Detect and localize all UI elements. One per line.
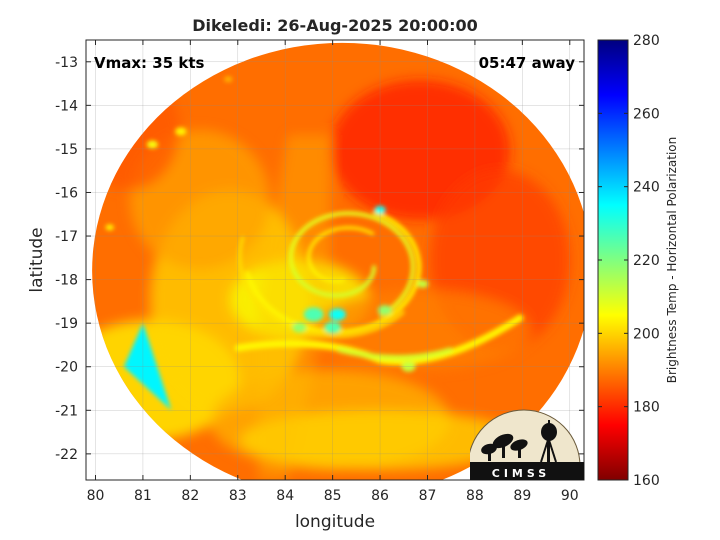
x-tick-label: 90 [561,488,579,504]
cimss-logo-text: CIMSS [492,467,550,480]
colorbar-tick-label: 280 [633,33,660,49]
convective-cell [303,307,324,322]
spiral-rain-band [307,226,375,283]
chart-title: Dikeledi: 26-Aug-2025 20:00:00 [192,16,478,35]
convective-cell [417,279,429,288]
spiral-rain-band [288,211,415,318]
warm-surface-patch [123,323,172,411]
colorbar-tick-label: 240 [633,180,660,196]
y-axis-ticks: -13 -14 -15 -16 -17 -18 -19 -20 -21 -22 [55,55,584,463]
y-tick-label: -21 [55,403,78,419]
swath-patch [310,290,530,370]
x-tick-label: 84 [276,488,294,504]
convective-cell [292,322,307,333]
convective-cell [328,308,346,321]
cimss-logo: CIMSS [470,409,584,480]
x-tick-label: 85 [324,488,342,504]
colorbar-tick-label: 220 [633,253,660,269]
x-tick-label: 89 [513,488,531,504]
x-tick-label: 80 [87,488,105,504]
x-tick-label: 83 [229,488,247,504]
x-tick-label: 88 [466,488,484,504]
grid-lines [86,40,584,480]
x-axis-ticks: 80 81 82 83 84 85 86 87 88 89 90 [87,40,579,504]
time-away-label: 05:47 away [479,54,576,72]
y-tick-label: -16 [55,185,78,201]
convective-cell [105,224,114,231]
convective-cell [175,127,187,136]
southern-rain-band [337,347,453,360]
x-tick-label: 81 [134,488,152,504]
x-axis-label: longitude [295,512,375,532]
colorbar-tick-label: 160 [633,473,660,489]
colorbar-tick-label: 180 [633,400,660,416]
colorbar: 160 180 200 220 240 260 280 Brightness Temp - … [597,33,679,489]
convective-cell [377,305,392,316]
y-tick-label: -15 [55,142,78,158]
colorbar-gradient [597,39,629,481]
convective-cell [374,205,386,214]
convective-cell [224,76,233,83]
y-tick-label: -20 [55,360,78,376]
y-tick-label: -19 [55,316,78,332]
colorbar-tick-label: 260 [633,106,660,122]
x-tick-label: 87 [419,488,437,504]
microwave-swath [92,42,584,480]
spiral-rain-band [245,210,422,334]
y-tick-label: -17 [55,229,78,245]
y-axis-label: latitude [27,227,47,292]
convective-cell [401,361,416,372]
x-tick-label: 86 [371,488,389,504]
swath-patch [240,410,520,470]
colorbar-tick-label: 200 [633,326,660,342]
convective-cell [146,140,158,149]
axes-box [85,39,585,481]
spiral-rain-band [238,236,405,338]
colorbar-label: Brightness Temp - Horizontal Polarizatio… [665,137,679,384]
y-tick-label: -22 [55,447,78,463]
y-tick-label: -14 [55,98,78,114]
y-tick-label: -18 [55,273,78,289]
vmax-label: Vmax: 35 kts [94,54,204,72]
x-tick-label: 82 [181,488,199,504]
y-tick-label: -13 [55,55,78,71]
convective-cell [324,321,342,334]
colorbar-ticks: 160 180 200 220 240 260 280 [598,33,660,489]
southern-rain-band [234,314,524,366]
